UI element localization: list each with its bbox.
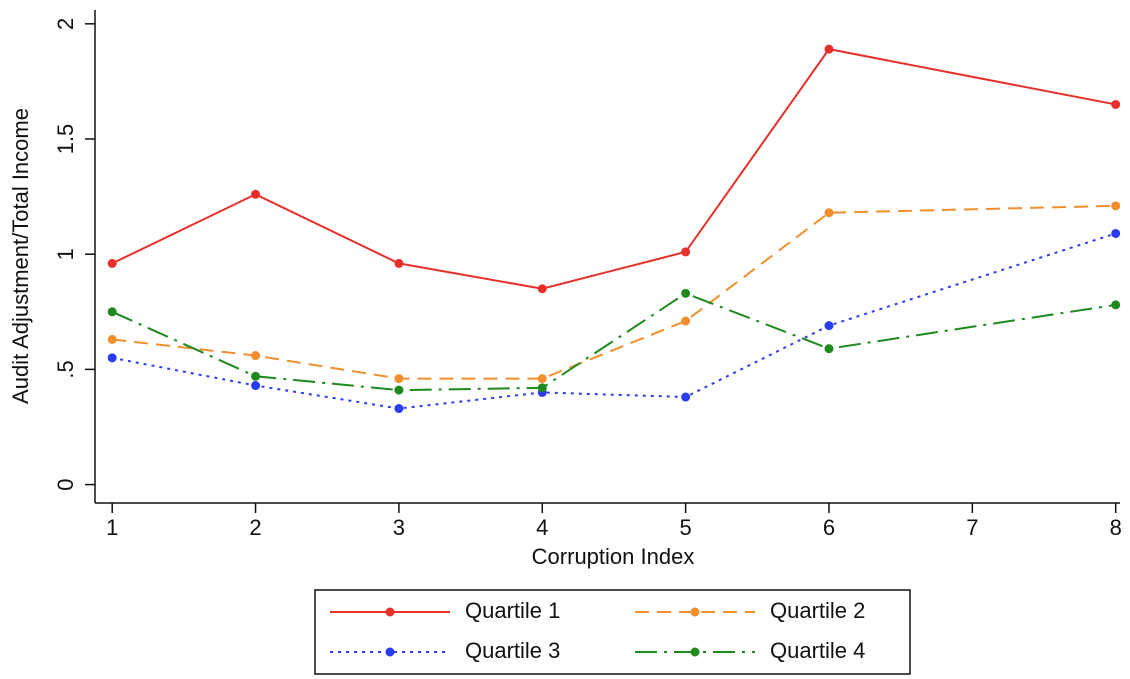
y-tick-label: .5 [53, 360, 78, 378]
data-point [681, 392, 691, 402]
x-tick-label: 6 [823, 515, 835, 540]
data-point [1111, 228, 1121, 238]
data-point [251, 351, 261, 361]
x-tick-label: 5 [680, 515, 692, 540]
data-point [681, 247, 691, 257]
legend-label: Quartile 2 [770, 598, 865, 623]
data-point [251, 189, 261, 199]
data-point [107, 307, 117, 317]
x-tick-label: 1 [106, 515, 118, 540]
data-point [824, 44, 834, 54]
legend-marker [385, 647, 395, 657]
data-point [394, 374, 404, 384]
series-line [112, 204, 1116, 380]
series-line [111, 292, 1116, 392]
data-point [681, 316, 691, 326]
legend-label: Quartile 1 [465, 598, 560, 623]
legend [314, 589, 911, 675]
data-point [107, 258, 117, 268]
x-axis-title: Corruption Index [532, 544, 695, 569]
data-point [824, 321, 834, 331]
y-tick-label: 1.5 [53, 124, 78, 155]
legend-marker [690, 647, 700, 657]
data-point [537, 284, 547, 294]
legend-marker [690, 607, 700, 617]
data-point [394, 258, 404, 268]
x-tick-label: 8 [1110, 515, 1122, 540]
data-point [824, 208, 834, 218]
data-point [1111, 99, 1121, 109]
x-tick-label: 2 [249, 515, 261, 540]
x-tick-label: 3 [393, 515, 405, 540]
data-point [537, 374, 547, 384]
y-tick-label: 0 [53, 478, 78, 490]
data-point [537, 383, 547, 393]
y-tick-label: 1 [53, 248, 78, 260]
x-tick-label: 7 [966, 515, 978, 540]
data-point [251, 381, 261, 391]
data-point [107, 353, 117, 363]
legend-marker [385, 607, 395, 617]
legend-label: Quartile 4 [770, 638, 865, 663]
data-point [251, 371, 261, 381]
data-point [107, 334, 117, 344]
y-tick-label: 2 [53, 18, 78, 30]
data-point [394, 385, 404, 395]
series-line [111, 48, 1116, 290]
data-point [394, 404, 404, 414]
data-point [1111, 201, 1121, 211]
data-point [1111, 300, 1121, 310]
x-tick-label: 4 [536, 515, 548, 540]
legend-label: Quartile 3 [465, 638, 560, 663]
y-axis-title: Audit Adjustment/Total Income [8, 108, 33, 404]
data-point [824, 344, 834, 354]
data-point [681, 288, 691, 298]
series-line [112, 232, 1117, 410]
